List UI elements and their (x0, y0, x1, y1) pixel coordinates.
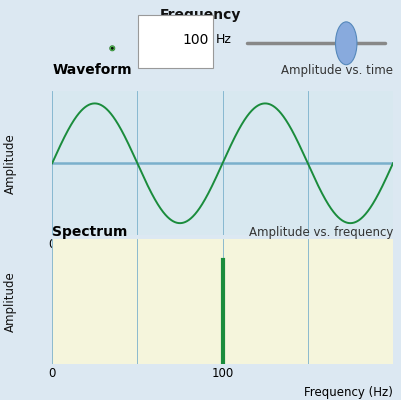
FancyBboxPatch shape (138, 15, 213, 68)
Text: 100: 100 (182, 33, 209, 47)
Text: Spectrum: Spectrum (52, 225, 128, 239)
Ellipse shape (110, 46, 115, 50)
Text: Frequency (Hz): Frequency (Hz) (304, 386, 393, 400)
Text: Amplitude: Amplitude (4, 133, 17, 194)
Text: Frequency: Frequency (160, 8, 241, 22)
Text: Amplitude vs. frequency: Amplitude vs. frequency (249, 226, 393, 239)
Ellipse shape (111, 46, 114, 50)
Text: Waveform: Waveform (52, 64, 132, 78)
Text: Amplitude vs. time: Amplitude vs. time (281, 64, 393, 78)
Ellipse shape (111, 48, 113, 49)
Text: Time (s): Time (s) (345, 257, 393, 270)
Text: Hz: Hz (216, 33, 232, 46)
Text: Amplitude: Amplitude (4, 271, 17, 332)
Ellipse shape (336, 22, 357, 65)
